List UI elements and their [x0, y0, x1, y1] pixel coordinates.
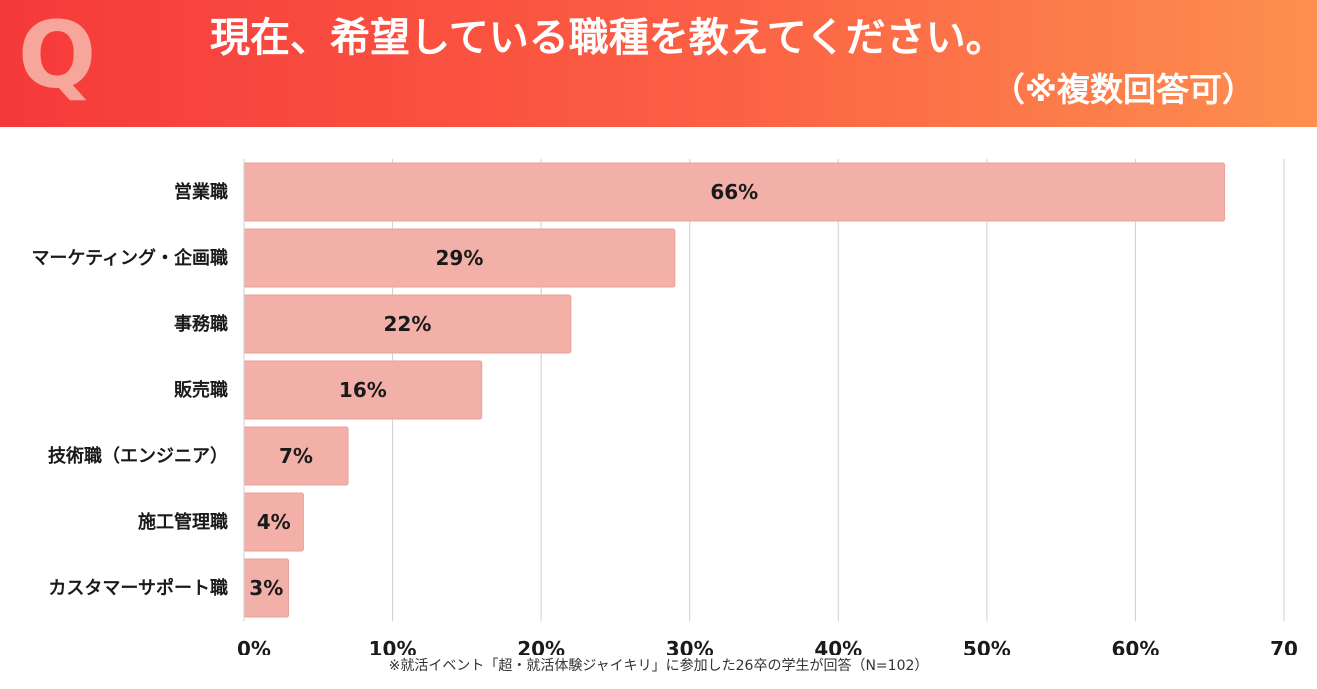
x-tick-label: 70: [1270, 637, 1298, 655]
bar-value-label: 66%: [710, 180, 758, 204]
header-banner: Q 現在、希望している職種を教えてください。 （※複数回答可）: [0, 0, 1317, 127]
category-label: 技術職（エンジニア）: [48, 445, 228, 467]
category-label: 販売職: [174, 379, 228, 401]
bar-value-label: 29%: [435, 246, 483, 270]
bar-chart: 0% 10% 20% 30% 40% 50% 60% 70 66% 営業職 29% マーケティング・企…: [31, 159, 1298, 655]
question-subtitle: （※複数回答可）: [991, 70, 1255, 109]
bar-value-label: 16%: [339, 378, 387, 402]
category-label: 事務職: [174, 313, 228, 335]
bar-value-label: 22%: [383, 312, 431, 336]
x-tick-label: 40%: [814, 637, 862, 655]
footnote: ※就活イベント「超・就活体験ジャイキリ」に参加した26卒の学生が回答（N=102…: [388, 658, 929, 674]
bar-value-label: 7%: [279, 444, 313, 468]
x-tick-label: 30%: [666, 637, 714, 655]
category-label: カスタマーサポート職: [48, 577, 228, 599]
x-tick-label: 10%: [369, 637, 417, 655]
category-label: 施工管理職: [138, 511, 228, 533]
x-tick-label: 50%: [963, 637, 1011, 655]
question-mark-q: Q: [18, 2, 97, 109]
x-tick-label: 0%: [237, 637, 271, 655]
bar-value-label: 4%: [257, 510, 291, 534]
bar-value-label: 3%: [249, 576, 283, 600]
category-label: マーケティング・企画職: [31, 247, 228, 269]
question-title: 現在、希望している職種を教えてください。: [210, 15, 1006, 61]
x-tick-label: 60%: [1111, 637, 1159, 655]
category-label: 営業職: [174, 181, 228, 203]
x-tick-label: 20%: [517, 637, 565, 655]
